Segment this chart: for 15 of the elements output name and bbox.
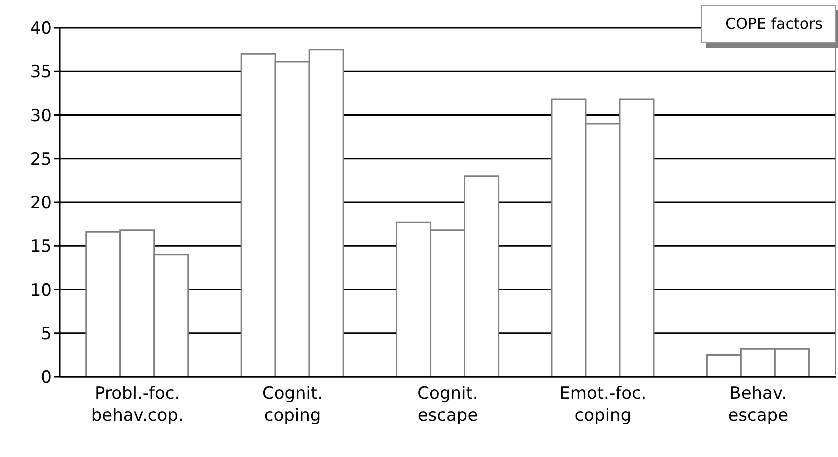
x-tick-label: Behav. escape <box>728 384 789 426</box>
chart-title: COPE factors <box>700 5 836 43</box>
y-tick-label: 25 <box>30 150 52 170</box>
y-tick-label: 0 <box>41 368 52 388</box>
x-tick-label: Cognit. coping <box>262 384 324 426</box>
x-tick-label: Cognit. escape <box>418 384 478 426</box>
x-tick-label: Emot.-foc. coping <box>560 384 647 426</box>
x-tick-label: Probl.-foc. behav.cop. <box>91 384 184 426</box>
y-tick-label: 35 <box>30 62 52 83</box>
y-tick-label: 30 <box>30 106 52 126</box>
y-tick-label: 5 <box>41 324 52 344</box>
y-tick-label: 15 <box>30 237 52 258</box>
y-tick-label: 40 <box>30 19 52 40</box>
y-tick-label: 20 <box>30 194 52 214</box>
y-tick-label: 10 <box>30 280 52 301</box>
